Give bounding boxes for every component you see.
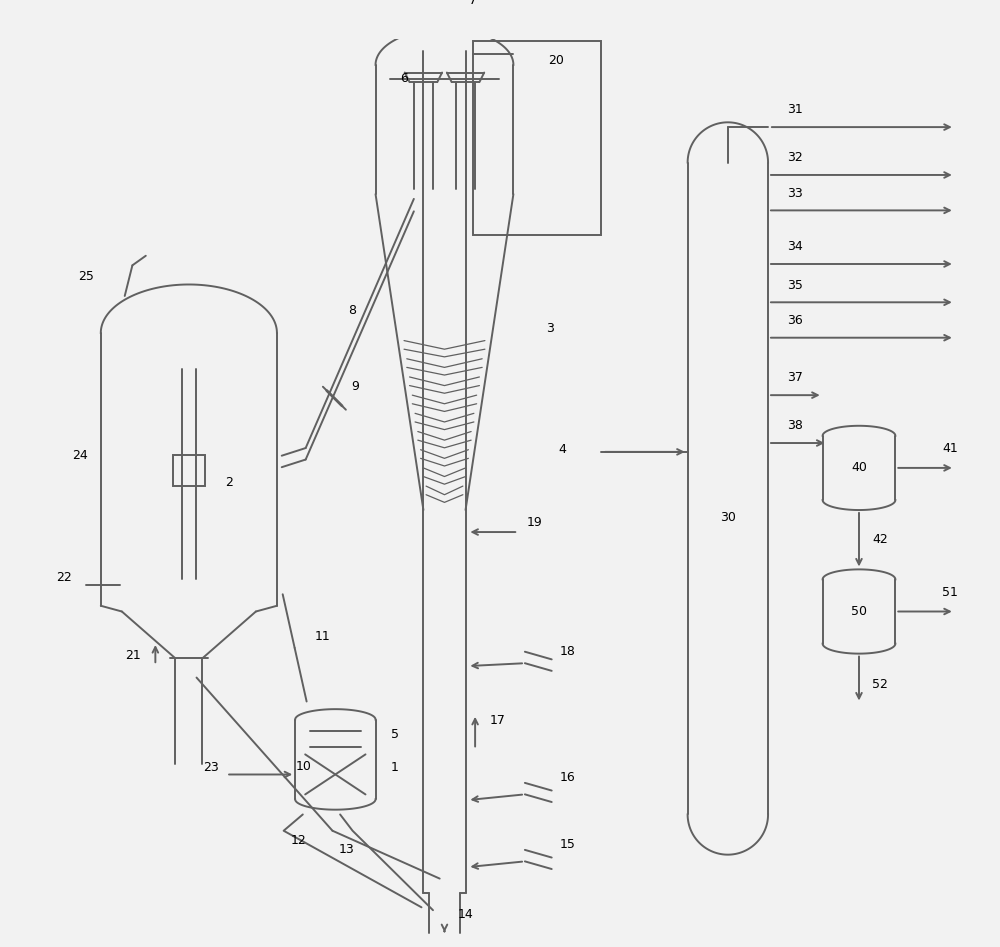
Text: 23: 23 xyxy=(203,761,219,774)
Text: 50: 50 xyxy=(851,605,867,618)
Text: 35: 35 xyxy=(787,278,803,292)
Text: 18: 18 xyxy=(560,645,576,658)
Text: 51: 51 xyxy=(942,586,958,599)
Text: 11: 11 xyxy=(315,630,331,643)
Text: 41: 41 xyxy=(942,442,958,456)
FancyBboxPatch shape xyxy=(173,456,205,486)
Text: 5: 5 xyxy=(391,728,399,741)
Text: 30: 30 xyxy=(720,511,736,525)
Text: 52: 52 xyxy=(872,678,888,690)
Text: 32: 32 xyxy=(787,152,803,164)
Text: 10: 10 xyxy=(296,760,312,773)
Text: 16: 16 xyxy=(560,771,576,783)
Text: 15: 15 xyxy=(560,838,576,850)
Text: 25: 25 xyxy=(78,270,94,283)
Text: 37: 37 xyxy=(787,371,803,384)
FancyBboxPatch shape xyxy=(473,41,601,235)
Text: 33: 33 xyxy=(787,187,803,200)
Text: 34: 34 xyxy=(787,241,803,253)
Text: 40: 40 xyxy=(851,461,867,474)
Text: 7: 7 xyxy=(469,0,477,7)
Text: 24: 24 xyxy=(72,449,88,462)
Text: 4: 4 xyxy=(558,443,566,456)
Text: 6: 6 xyxy=(400,72,408,85)
Text: 42: 42 xyxy=(872,533,888,546)
Text: 14: 14 xyxy=(458,908,473,921)
Text: 19: 19 xyxy=(527,516,542,529)
Text: 13: 13 xyxy=(339,844,355,856)
Text: 3: 3 xyxy=(546,322,554,334)
Text: 31: 31 xyxy=(787,103,803,116)
Text: 20: 20 xyxy=(548,54,564,66)
Text: 8: 8 xyxy=(349,304,357,316)
Text: 2: 2 xyxy=(225,476,233,490)
Text: 1: 1 xyxy=(391,761,399,774)
Text: 21: 21 xyxy=(125,649,141,662)
Text: 38: 38 xyxy=(787,420,803,432)
Text: 9: 9 xyxy=(352,381,359,393)
Text: 22: 22 xyxy=(57,570,72,583)
Text: 12: 12 xyxy=(291,833,307,847)
Text: 17: 17 xyxy=(489,714,505,727)
Text: 36: 36 xyxy=(787,314,803,327)
